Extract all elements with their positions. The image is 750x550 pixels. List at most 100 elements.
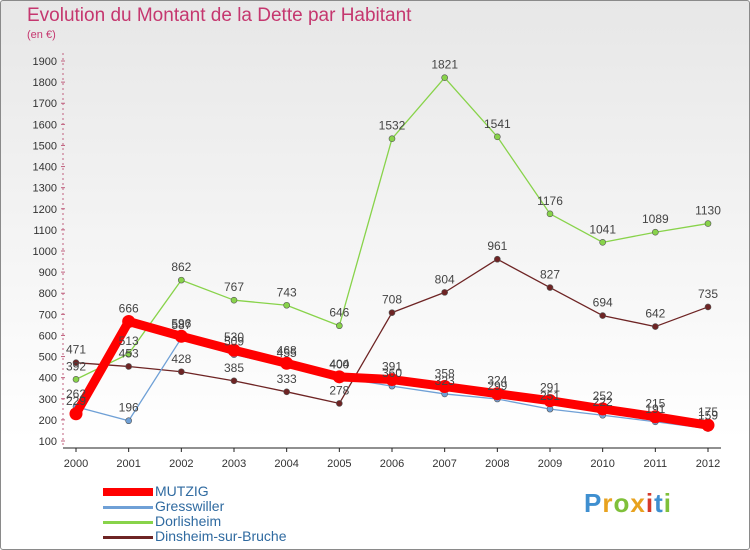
data-label: 596 [171, 316, 191, 330]
data-point [72, 359, 80, 366]
data-point [230, 296, 238, 304]
y-tick-label: 900 [39, 267, 57, 279]
y-tick-label: 1200 [33, 204, 57, 216]
data-point [652, 228, 659, 236]
data-label: 252 [593, 389, 613, 403]
data-label: 1532 [379, 119, 406, 133]
data-point [283, 301, 290, 309]
x-tick-label: 2008 [485, 458, 509, 470]
data-label: 215 [645, 397, 665, 411]
x-tick-label: 2011 [644, 458, 668, 470]
legend-label: MUTZIG [155, 483, 209, 499]
data-point [701, 418, 715, 432]
data-point [441, 74, 448, 81]
x-tick-label: 2004 [274, 458, 298, 470]
data-label: 196 [119, 401, 139, 415]
data-point [174, 329, 188, 343]
data-label: 666 [119, 302, 139, 316]
data-label: 324 [487, 374, 507, 388]
logo-letter: x [630, 488, 646, 518]
legend-swatch [103, 505, 153, 509]
data-label: 404 [329, 357, 349, 371]
legend-label: Dorlisheim [155, 513, 222, 529]
logo-letter: i [645, 488, 655, 518]
series-mutzig [69, 315, 715, 432]
labels-mutzig: 229 666 596 530 468 404 391 358 324 291 252 215 175 [66, 302, 718, 420]
data-label: 175 [698, 405, 718, 419]
data-point [336, 322, 343, 330]
data-point [648, 410, 662, 424]
data-point [178, 276, 185, 284]
data-label: 642 [645, 307, 665, 321]
x-tick-label: 2012 [696, 458, 720, 470]
y-tick-label: 1300 [33, 183, 57, 195]
y-tick-label: 1400 [33, 162, 57, 174]
y-tick-label: 1800 [33, 77, 57, 89]
data-point [72, 376, 80, 383]
data-point [704, 220, 712, 227]
data-label: 1041 [589, 222, 616, 236]
data-point [596, 402, 610, 416]
logo-letter: r [602, 488, 614, 518]
y-tick-label: 1100 [33, 225, 57, 237]
data-label: 299 [487, 379, 507, 393]
data-point [388, 309, 396, 316]
chart-title: Evolution du Montant de la Dette par Hab… [27, 5, 412, 26]
logo-letter: o [613, 488, 631, 518]
y-tick-label: 700 [39, 309, 57, 321]
logo-letter: t [654, 488, 664, 518]
y-tick-label: 1000 [33, 246, 57, 258]
data-label: 400 [329, 358, 349, 372]
data-label: 323 [435, 374, 455, 388]
data-label: 453 [119, 346, 139, 360]
data-point [704, 303, 712, 311]
data-point [332, 370, 346, 384]
legend-label: Dinsheim-sur-Bruche [155, 528, 287, 544]
data-label: 1089 [642, 212, 669, 226]
data-point [599, 312, 606, 319]
y-tick-label: 300 [39, 394, 57, 406]
y-tick-label: 200 [39, 415, 57, 427]
y-tick-label: 100 [39, 436, 57, 448]
data-label: 222 [593, 395, 613, 409]
data-point [494, 255, 501, 263]
data-point [125, 363, 132, 370]
data-label: 646 [329, 306, 349, 320]
data-label: 358 [435, 367, 455, 381]
data-label: 278 [329, 383, 349, 397]
data-point [336, 400, 343, 407]
data-point [388, 135, 396, 142]
data-label: 385 [224, 361, 244, 375]
series-dinsheim-sur-bruche [72, 255, 712, 407]
logo-letter: P [584, 488, 603, 518]
data-label: 509 [224, 335, 244, 349]
data-label: 694 [593, 296, 613, 310]
data-point [125, 350, 132, 358]
chart-unit-label: (en €) [27, 29, 56, 41]
data-label: 708 [382, 293, 402, 307]
data-label: 468 [277, 343, 297, 357]
data-point [69, 407, 83, 421]
data-point [178, 368, 185, 376]
data-point [280, 356, 294, 370]
data-label: 391 [382, 360, 402, 374]
logo-letter: i [663, 488, 672, 518]
data-label: 513 [119, 334, 139, 348]
legend-swatch [103, 488, 153, 496]
legend-swatch [103, 520, 153, 524]
data-label: 827 [540, 268, 560, 282]
x-tick-label: 2006 [380, 458, 404, 470]
data-point [546, 210, 554, 218]
data-label: 191 [645, 402, 665, 416]
data-label: 428 [171, 352, 191, 366]
series-dorlisheim [72, 74, 712, 383]
x-tick-label: 2001 [116, 458, 140, 470]
data-label: 587 [171, 318, 191, 332]
data-point [490, 387, 504, 401]
legend-label: Gresswiller [155, 498, 225, 514]
y-tick-label: 1700 [33, 98, 57, 110]
data-label: 251 [540, 389, 560, 403]
data-point [227, 343, 241, 357]
